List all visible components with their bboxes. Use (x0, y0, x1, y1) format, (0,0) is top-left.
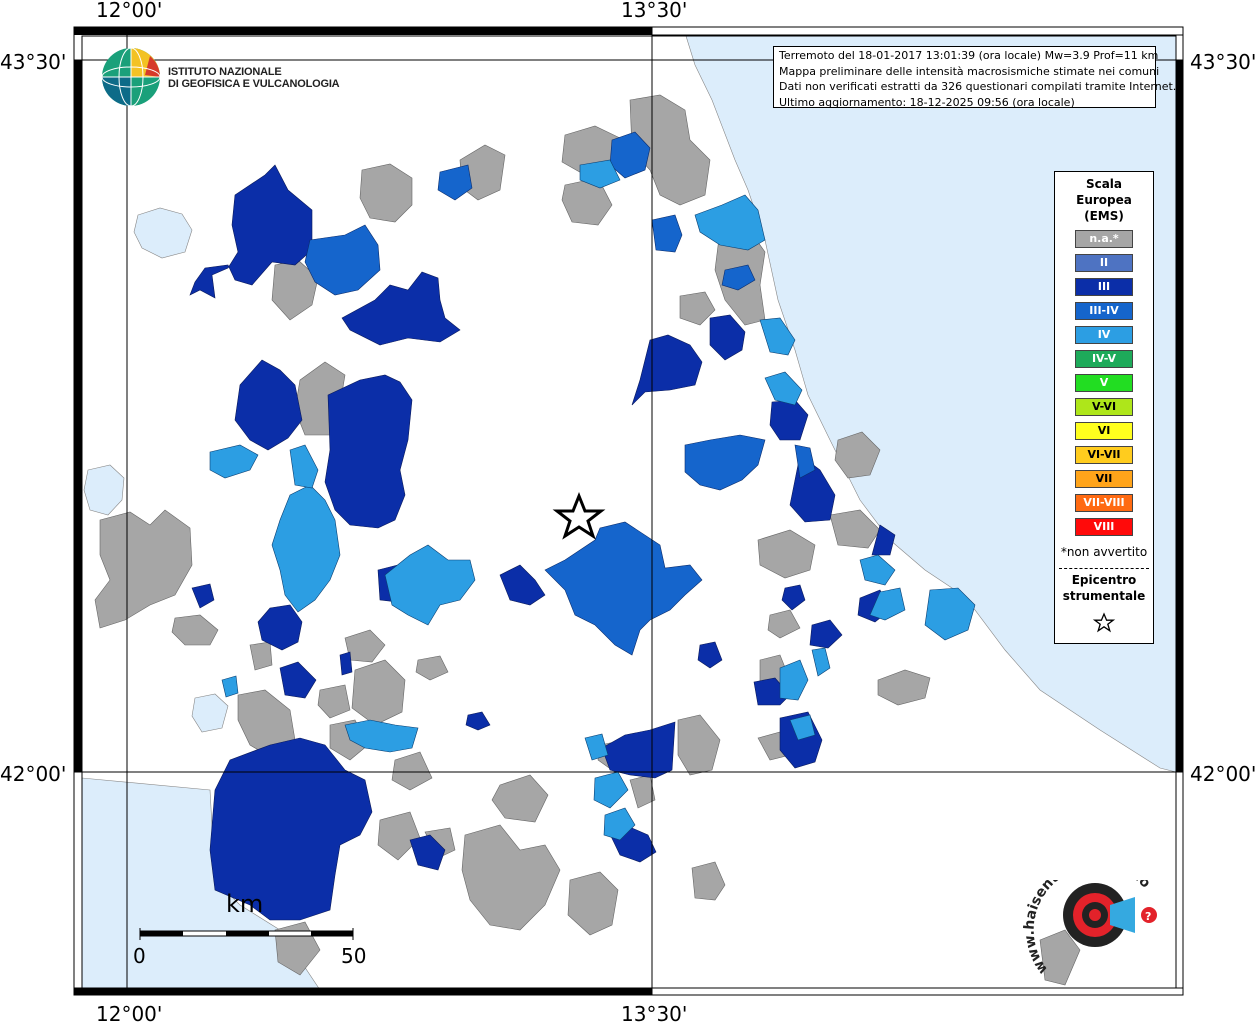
legend-note: *non avvertito (1060, 545, 1148, 559)
epicenter-legend-title: Epicentro strumentale (1055, 572, 1153, 604)
coord-top-right: 13°30' (621, 0, 688, 22)
legend-title-line-3: (EMS) (1084, 209, 1124, 223)
info-line-1: Terremoto del 18-01-2017 13:01:39 (ora l… (779, 49, 1159, 62)
scale-start-label: 0 (133, 944, 146, 968)
legend-swatch: VII-VIII (1075, 494, 1133, 512)
legend-swatch: VII (1075, 470, 1133, 488)
haisentito-url-arc: www.haisentitoilterremoto.it (1011, 855, 1154, 977)
coord-top-left: 12°00' (96, 0, 163, 22)
coord-right-top: 43°30' (1190, 50, 1256, 74)
legend-swatch: II (1075, 254, 1133, 272)
ems-legend: Scala Europea (EMS) n.a.* II III III-IV IV IV… (1054, 171, 1154, 644)
legend-swatch: III-IV (1075, 302, 1133, 320)
areas-intensity-IV (209, 159, 976, 841)
svg-text:www.haisentitoilterremoto.it: www.haisentitoilterremoto.it (1016, 880, 1154, 977)
ingv-logo-text: ISTITUTO NAZIONALE DI GEOFISICA E VULCAN… (168, 66, 340, 90)
epicenter-star-icon (552, 491, 606, 540)
legend-swatch: n.a.* (1075, 230, 1133, 248)
coord-left-top: 43°30' (0, 50, 67, 74)
ingv-logo-line-2: DI GEOFISICA E VULCANOLOGIA (168, 78, 340, 90)
lake-bracciano (191, 693, 229, 733)
legend-title-line-2: Europea (1076, 193, 1132, 207)
legend-title-line-1: Scala (1085, 177, 1123, 191)
legend-title: Scala Europea (EMS) (1055, 176, 1153, 224)
lake-trasimeno (133, 207, 193, 259)
ingv-globe-icon (101, 47, 161, 107)
ingv-logo-line-1: ISTITUTO NAZIONALE (168, 66, 282, 78)
epicenter-legend-line-1: Epicentro (1071, 573, 1137, 587)
legend-swatch: VI-VII (1075, 446, 1133, 464)
legend-swatch: VI (1075, 422, 1133, 440)
info-line-2: Mappa preliminare delle intensità macros… (779, 64, 1160, 78)
haisentito-url: www.haisentitoilterremoto.it (1011, 855, 1176, 980)
coord-bottom-left: 12°00' (96, 1002, 163, 1026)
legend-swatch: IV (1075, 326, 1133, 344)
svg-text:?: ? (1145, 910, 1151, 923)
epicenter-legend-line-2: strumentale (1062, 589, 1146, 603)
map-frame (73, 26, 1184, 996)
adriatic-sea (685, 35, 1177, 773)
legend-swatch: IV-V (1075, 350, 1133, 368)
areas-intensity-III-IV (304, 131, 816, 656)
legend-swatch: VIII (1075, 518, 1133, 536)
legend-swatch: III (1075, 278, 1133, 296)
coord-left-bottom: 42°00' (0, 762, 67, 786)
coord-right-bottom: 42°00' (1190, 762, 1256, 786)
lake-bolsena (83, 464, 125, 516)
scale-end-label: 50 (341, 944, 367, 968)
info-line-4: Ultimo aggiornamento: 18-12-2025 09:56 (… (779, 95, 1075, 109)
legend-swatch: V (1075, 374, 1133, 392)
scale-bar (139, 928, 354, 940)
epicenter-legend-star-icon (1092, 612, 1116, 633)
haisentito-logo-icon: ? (1063, 883, 1157, 947)
haisentito-url-text: www.haisentitoilterremoto.it (1011, 855, 1153, 977)
scale-unit-label: km (226, 890, 264, 918)
earthquake-info-box: Terremoto del 18-01-2017 13:01:39 (ora l… (773, 46, 1177, 109)
legend-swatch: V-VI (1075, 398, 1133, 416)
coord-bottom-right: 13°30' (621, 1002, 688, 1026)
info-line-3: Dati non verificati estratti da 326 ques… (779, 80, 1177, 93)
legend-divider (1059, 568, 1149, 569)
